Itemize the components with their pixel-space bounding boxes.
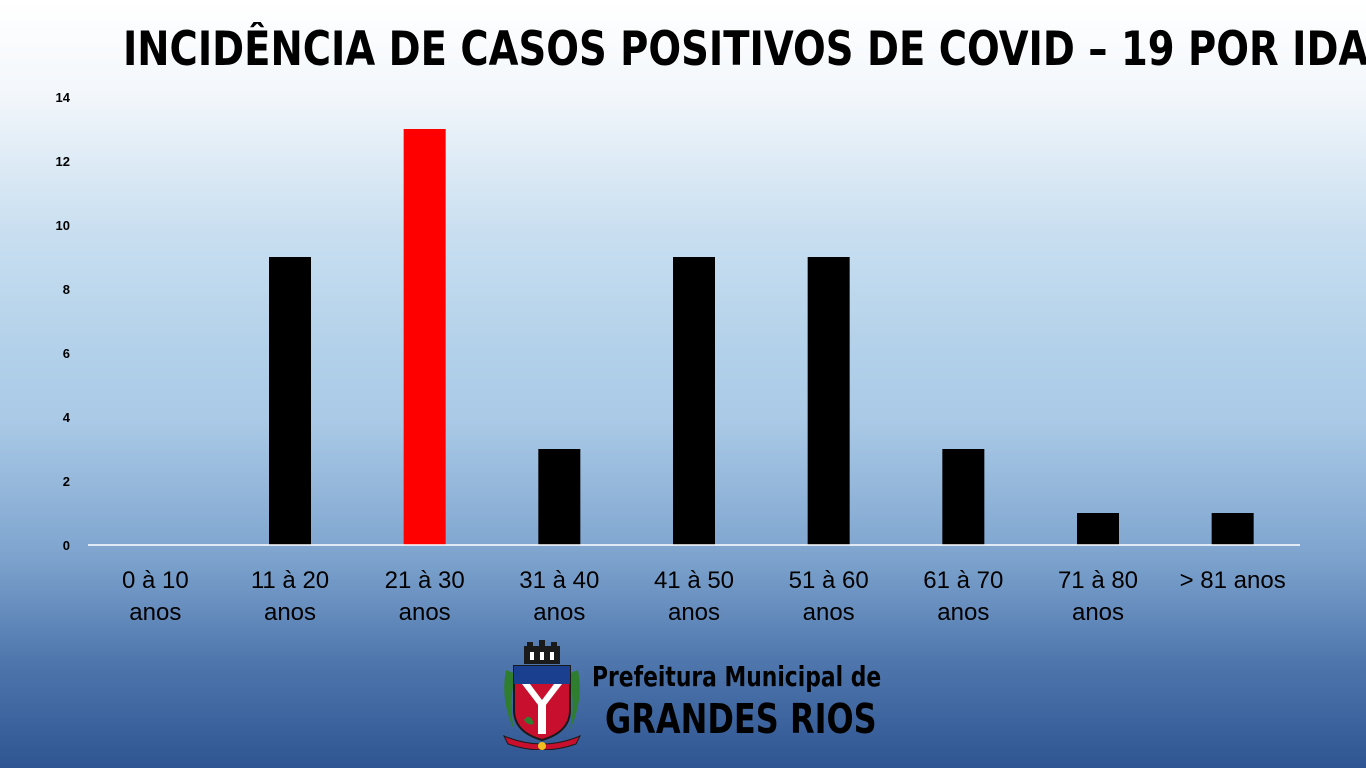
x-axis-labels: 0 à 10 anos 11 à 20 anos 21 à 30 anos 31 à 40 a… [122, 567, 1286, 626]
y-tick-label: 4 [63, 410, 71, 425]
x-tick-label: anos [129, 599, 181, 626]
x-tick-label: anos [399, 599, 451, 626]
bar [807, 257, 850, 545]
x-tick-label: 51 à 60 [789, 567, 869, 594]
y-tick-label: 14 [56, 90, 71, 105]
bar [942, 449, 985, 545]
x-tick-label: anos [803, 599, 855, 626]
bar [538, 449, 581, 545]
chart-title: INCIDÊNCIA DE CASOS POSITIVOS DE COVID –… [122, 22, 1366, 77]
y-tick-label: 6 [63, 346, 70, 361]
x-tick-label: 11 à 20 [251, 567, 329, 594]
x-tick-label: 21 à 30 [385, 567, 465, 594]
bar [673, 257, 715, 545]
x-tick-label: anos [264, 599, 316, 626]
x-tick-label: 61 à 70 [923, 567, 1003, 594]
bar [403, 129, 446, 545]
bars [269, 129, 1254, 545]
x-tick-label: 31 à 40 [519, 567, 599, 594]
x-tick-label: anos [533, 599, 585, 626]
brand-line-1: Prefeitura Municipal de [592, 660, 882, 693]
municipal-coat-of-arms-icon [502, 640, 582, 750]
x-tick-label: 71 à 80 [1058, 567, 1138, 594]
bar [1211, 513, 1254, 545]
x-tick-label: anos [937, 599, 989, 626]
y-tick-label: 12 [56, 154, 70, 169]
bar [269, 257, 311, 545]
y-tick-label: 2 [63, 474, 70, 489]
bar-chart: 0 2 4 6 8 10 12 14 0 à 10 anos 11 à 20 anos 21 à 30… [55, 90, 1286, 626]
y-tick-label: 10 [56, 218, 70, 233]
y-tick-label: 0 [63, 538, 70, 553]
bar [1077, 513, 1119, 545]
x-tick-label: > 81 anos [1180, 567, 1286, 594]
x-tick-label: 0 à 10 [122, 567, 189, 594]
x-tick-label: anos [1072, 599, 1124, 626]
y-axis: 0 2 4 6 8 10 12 14 [56, 90, 71, 553]
x-tick-label: 41 à 50 [654, 567, 734, 594]
brand-line-2: GRANDES RIOS [605, 695, 877, 743]
y-tick-label: 8 [63, 282, 70, 297]
x-tick-label: anos [668, 599, 720, 626]
